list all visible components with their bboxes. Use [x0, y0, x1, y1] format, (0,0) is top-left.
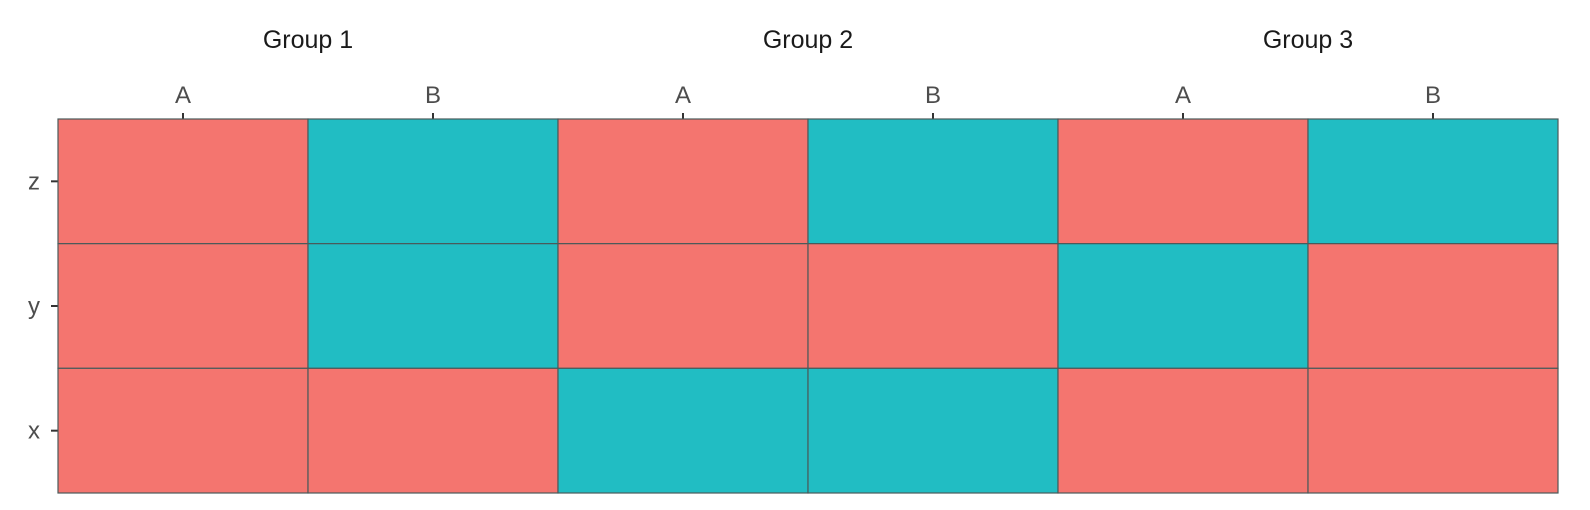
- facet-label: Group 1: [263, 26, 353, 54]
- heatmap-cell: [57, 243, 309, 369]
- facet-label: Group 2: [763, 26, 853, 54]
- x-tick-label: A: [675, 82, 691, 109]
- heatmap-cell: [57, 367, 309, 494]
- heatmap-cell: [307, 118, 559, 245]
- heatmap-cell: [1307, 367, 1559, 494]
- heatmap-cell: [807, 243, 1059, 369]
- heatmap-cell: [1057, 243, 1309, 369]
- x-tick-label: B: [925, 82, 941, 109]
- facet-labels: Group 1 Group 2 Group 3: [263, 26, 1353, 54]
- heatmap-cell: [557, 367, 809, 494]
- facet-label: Group 3: [1263, 26, 1353, 54]
- heatmap-cell: [1307, 118, 1559, 245]
- heatmap-cell: [557, 243, 809, 369]
- heatmap-cell: [307, 243, 559, 369]
- x-tick-label: B: [1425, 82, 1441, 109]
- x-tick-label: B: [425, 82, 441, 109]
- heatmap-cell: [57, 118, 309, 245]
- heatmap-cell: [557, 118, 809, 245]
- heatmap-cell: [807, 367, 1059, 494]
- y-tick-label: y: [28, 293, 40, 320]
- x-tick-label: A: [175, 82, 191, 109]
- y-axis: x y z: [28, 168, 58, 445]
- y-tick-label: x: [28, 418, 40, 445]
- heatmap-cell: [1057, 367, 1309, 494]
- x-tick-label: A: [1175, 82, 1191, 109]
- heatmap-cell: [307, 367, 559, 494]
- heatmap-cell: [1057, 118, 1309, 245]
- heatmap-tiles: [57, 118, 1559, 494]
- y-tick-label: z: [28, 168, 40, 195]
- heatmap-cell: [807, 118, 1059, 245]
- heatmap-cell: [1307, 243, 1559, 369]
